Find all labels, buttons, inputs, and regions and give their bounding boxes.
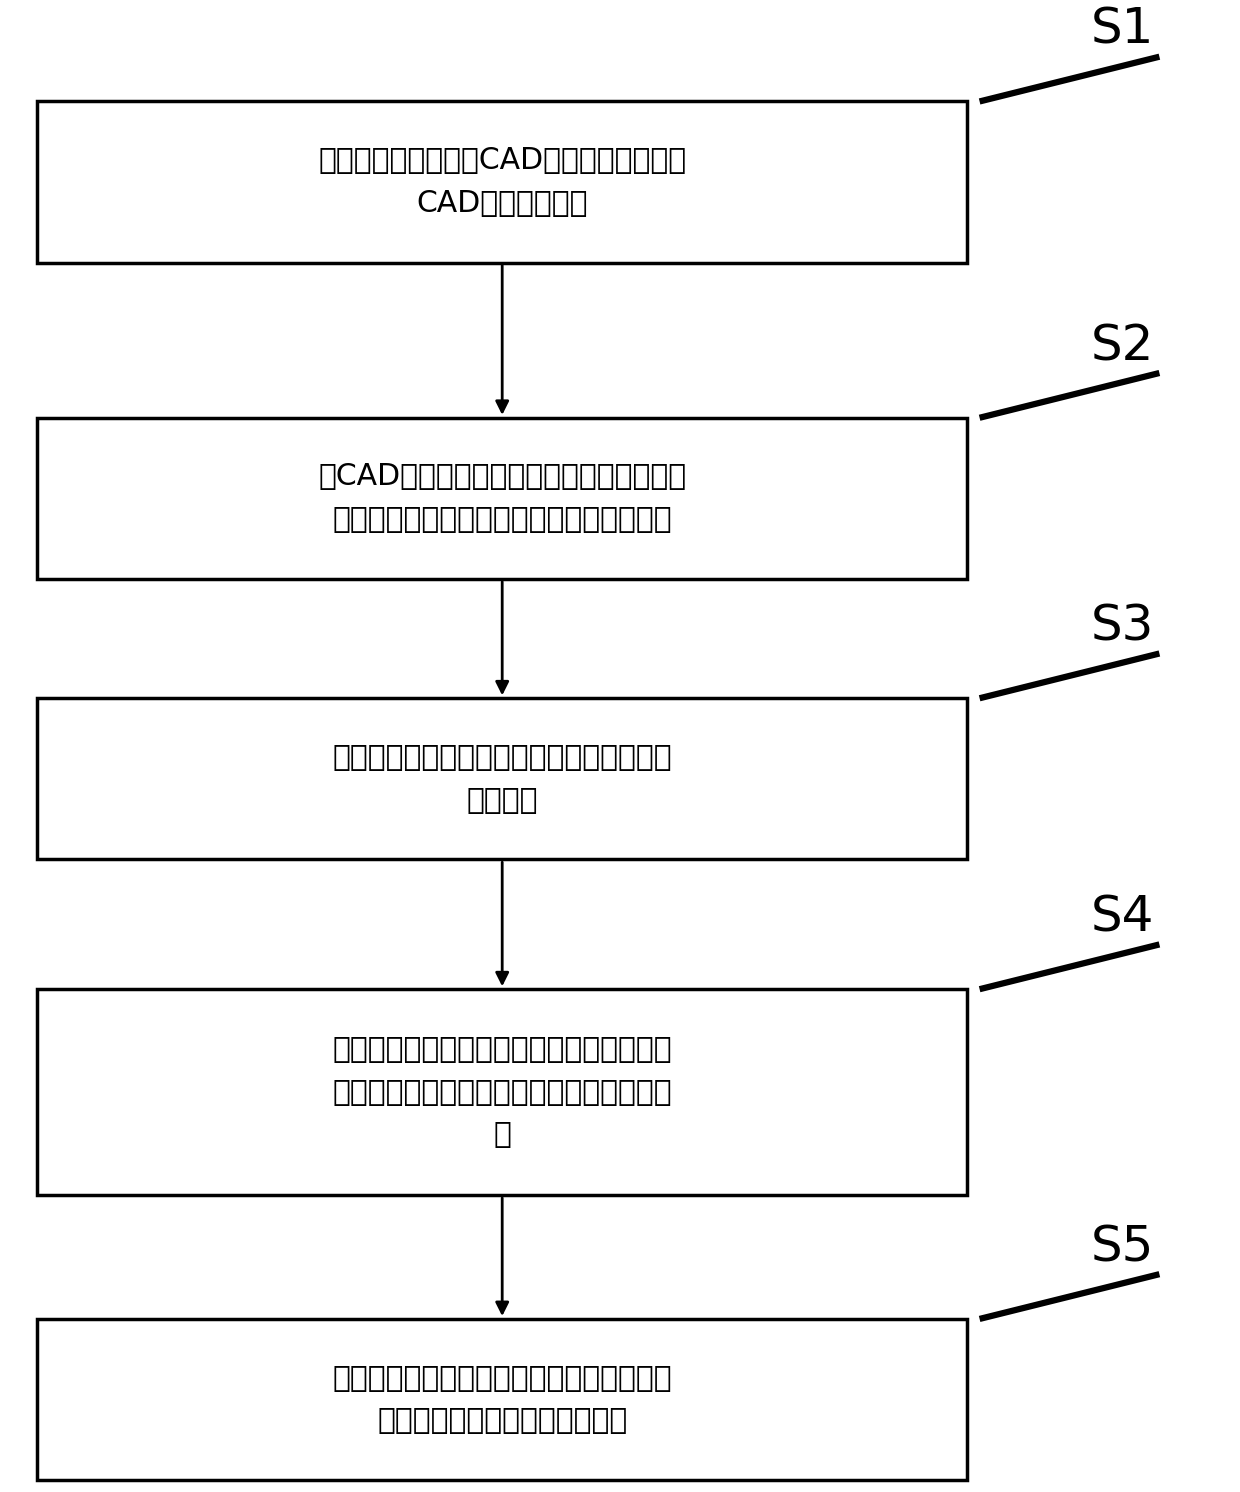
Text: S3: S3 bbox=[1090, 603, 1154, 651]
Bar bbox=[37, 101, 967, 263]
Text: 将设计图层和背景图层从上到下在触敏显示
屏中显示: 将设计图层和背景图层从上到下在触敏显示 屏中显示 bbox=[332, 743, 672, 815]
Text: 检测与触敏显示屏的接触，并根据该接触的
起始位置和中止位置选定起点电站和终点电
站: 检测与触敏显示屏的接触，并根据该接触的 起始位置和中止位置选定起点电站和终点电 … bbox=[332, 1035, 672, 1149]
Text: S5: S5 bbox=[1090, 1223, 1154, 1271]
Text: 将CAD图纸转换为位图的背景图层，在位图
上新建与所述背景图层尺寸一致的设计图层: 将CAD图纸转换为位图的背景图层，在位图 上新建与所述背景图层尺寸一致的设计图层 bbox=[319, 463, 686, 534]
Bar bbox=[37, 1319, 967, 1480]
Text: 按照预设线段样式，在设计图层中添加用于
连接起点电站和终点电站的线段: 按照预设线段样式，在设计图层中添加用于 连接起点电站和终点电站的线段 bbox=[332, 1364, 672, 1435]
Bar bbox=[37, 418, 967, 579]
Bar bbox=[37, 989, 967, 1195]
Text: S2: S2 bbox=[1090, 322, 1154, 370]
Text: 载入区域电力地图的CAD图纸文件，并提取
CAD图纸中的电站: 载入区域电力地图的CAD图纸文件，并提取 CAD图纸中的电站 bbox=[319, 146, 686, 218]
Bar bbox=[37, 698, 967, 859]
Text: S1: S1 bbox=[1090, 6, 1154, 54]
Text: S4: S4 bbox=[1090, 894, 1154, 941]
